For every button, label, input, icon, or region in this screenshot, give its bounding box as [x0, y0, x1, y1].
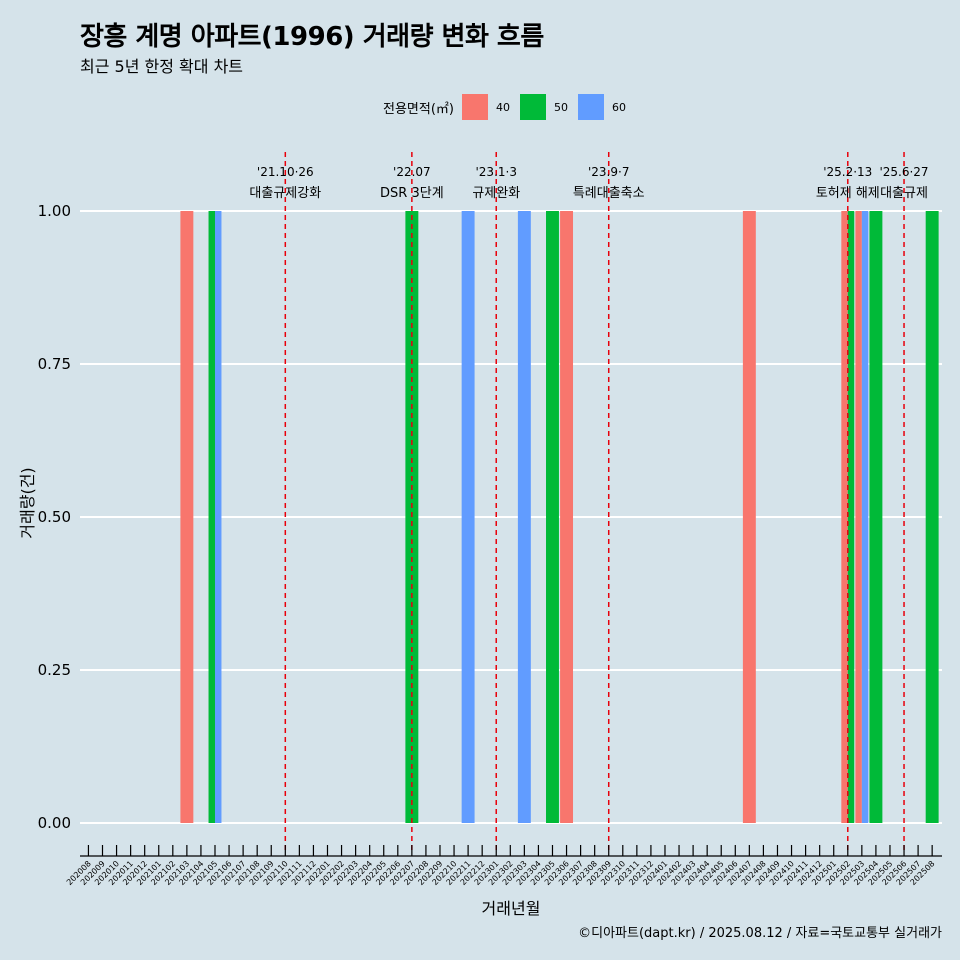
y-axis-title: 거래량(건)	[18, 467, 37, 538]
legend-swatch-50	[519, 94, 546, 120]
event-label: 토허제 해제	[816, 186, 880, 201]
legend-title: 전용면적(㎡)	[383, 101, 454, 117]
event-date-label: '23.9·7	[588, 165, 629, 179]
legend-swatch-60	[577, 94, 604, 120]
legend-label-40: 40	[495, 100, 510, 114]
x-axis-title: 거래년월	[482, 899, 541, 918]
event-date-label: '25.2·13	[823, 165, 872, 179]
legend-label-60: 60	[611, 100, 626, 114]
event-label: 대출규제	[880, 186, 928, 201]
event-label: DSR 3단계	[380, 186, 444, 201]
bar-202504-50	[869, 211, 883, 823]
event-date-label: '21.10·26	[257, 165, 314, 179]
legend-item-40: 40	[461, 94, 510, 120]
event-date-label: '25.6·27	[879, 165, 928, 179]
legend-label-50: 50	[553, 100, 568, 114]
event-label: 특례대출축소	[573, 186, 645, 201]
bar-202503-40	[855, 211, 862, 823]
bar-202303-60	[517, 211, 531, 823]
y-tick-label: 1.00	[38, 202, 71, 220]
event-date-label: '23.1·3	[476, 165, 517, 179]
bar-202306-40	[560, 211, 574, 823]
legend-swatch-40	[461, 94, 488, 120]
legend-item-60: 60	[577, 94, 626, 120]
y-tick-label: 0.25	[38, 661, 71, 679]
bar-202211-60	[461, 211, 475, 823]
event-date-label: '22.07	[393, 165, 431, 179]
legend-item-50: 50	[519, 94, 568, 120]
bar-202305-50	[546, 211, 559, 823]
caption: ©디아파트(dapt.kr) / 2025.08.12 / 자료=국토교통부 실…	[578, 926, 942, 941]
y-tick-label: 0.00	[38, 814, 71, 832]
y-tick-label: 0.50	[38, 508, 71, 526]
bar-202103-40	[180, 211, 194, 823]
bar-202105-50	[208, 211, 215, 823]
bar-202503-60	[861, 211, 869, 823]
event-label: 규제완화	[472, 186, 520, 201]
bar-202508-50	[925, 211, 939, 823]
y-tick-label: 0.75	[38, 355, 71, 373]
bar-202407-40	[742, 211, 756, 823]
event-label: 대출규제강화	[249, 186, 321, 201]
bar-202105-60	[214, 211, 222, 823]
bar-202502-50	[847, 211, 855, 823]
chart-subtitle: 최근 5년 한정 확대 차트	[80, 57, 244, 76]
chart-title: 장흥 계명 아파트(1996) 거래량 변화 흐름	[80, 22, 544, 52]
legend: 전용면적(㎡) 40 50 60	[383, 93, 636, 121]
bar-202502-40	[841, 211, 848, 823]
